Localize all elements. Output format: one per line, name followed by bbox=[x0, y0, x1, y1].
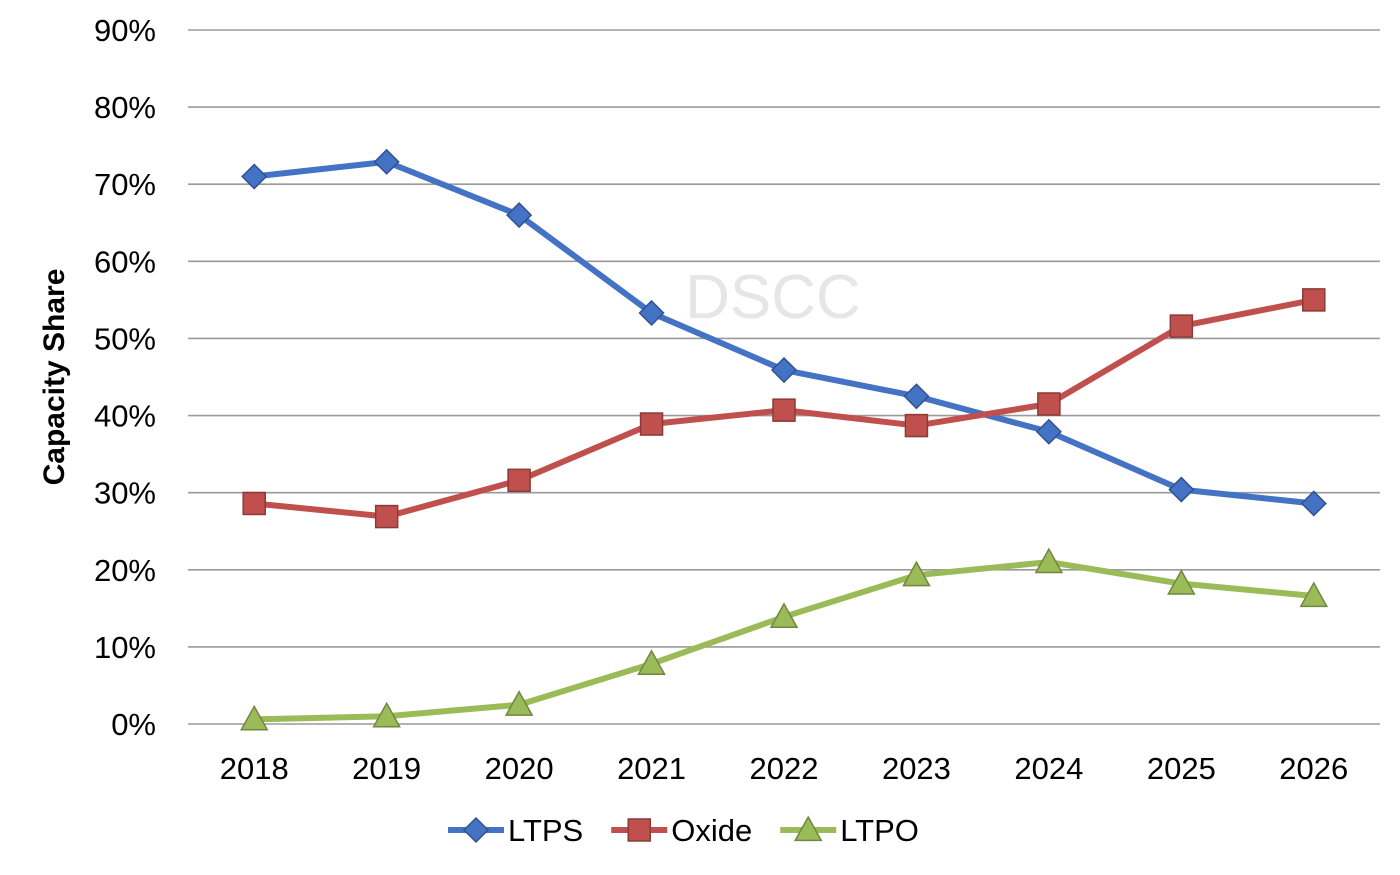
data-point-ltps bbox=[1168, 476, 1195, 503]
data-point-oxide bbox=[1169, 314, 1194, 338]
y-axis-ticks: 0% 10% 20% 30% 40% 50% 60% 70% 80% 90% bbox=[94, 13, 156, 742]
legend-label: LTPS bbox=[508, 813, 583, 848]
legend-item-ltpo: LTPO bbox=[780, 813, 919, 848]
x-axis-ticks: 2018 2019 2020 2021 2022 2023 2024 2025 2026 bbox=[220, 751, 1349, 786]
legend-marker-ltps bbox=[462, 816, 490, 844]
series-line-ltps bbox=[253, 158, 1315, 507]
data-point-oxide bbox=[1302, 288, 1326, 312]
data-point-ltps bbox=[506, 202, 533, 229]
x-tick-label: 2023 bbox=[882, 751, 951, 786]
data-point-oxide bbox=[507, 468, 531, 493]
watermark: DSCC bbox=[685, 263, 861, 332]
legend-label: LTPO bbox=[840, 813, 919, 848]
y-tick-label: 90% bbox=[94, 13, 156, 48]
data-point-ltpo bbox=[1299, 581, 1329, 608]
x-tick-label: 2026 bbox=[1279, 751, 1348, 786]
data-point-ltpo bbox=[239, 704, 269, 731]
data-point-oxide bbox=[242, 491, 266, 516]
data-point-ltps bbox=[241, 163, 268, 190]
legend-label: Oxide bbox=[671, 813, 752, 848]
data-point-oxide bbox=[639, 412, 664, 436]
legend-marker-ltpo bbox=[793, 815, 823, 842]
data-point-ltps bbox=[1035, 418, 1062, 445]
y-tick-label: 60% bbox=[94, 244, 156, 279]
x-tick-label: 2019 bbox=[352, 751, 421, 786]
data-point-ltpo bbox=[504, 690, 534, 716]
data-point-oxide bbox=[772, 398, 796, 422]
y-tick-label: 20% bbox=[94, 553, 156, 588]
data-point-ltps bbox=[903, 383, 930, 410]
series-ltpo bbox=[239, 547, 1329, 731]
data-point-ltpo bbox=[902, 560, 931, 587]
x-tick-label: 2022 bbox=[750, 751, 819, 786]
data-point-ltps bbox=[638, 299, 665, 327]
x-tick-label: 2021 bbox=[617, 751, 686, 786]
y-tick-label: 10% bbox=[94, 630, 156, 665]
data-point-oxide bbox=[1037, 392, 1061, 416]
x-tick-label: 2018 bbox=[220, 751, 289, 786]
data-point-oxide bbox=[374, 504, 399, 529]
series-ltps bbox=[241, 148, 1327, 517]
data-point-ltps bbox=[770, 356, 798, 384]
legend-item-oxide: Oxide bbox=[611, 813, 752, 848]
series-line-ltpo bbox=[254, 559, 1315, 723]
data-point-ltps bbox=[1300, 490, 1327, 517]
data-point-ltpo bbox=[372, 701, 401, 728]
legend: LTPS Oxide LTPO bbox=[448, 813, 919, 848]
data-point-ltpo bbox=[637, 649, 666, 676]
y-tick-label: 70% bbox=[94, 167, 156, 202]
x-tick-label: 2020 bbox=[485, 751, 554, 786]
data-point-oxide bbox=[904, 413, 929, 438]
data-point-ltpo bbox=[1034, 547, 1064, 574]
legend-item-ltps: LTPS bbox=[448, 813, 583, 848]
legend-marker-oxide bbox=[627, 818, 651, 842]
series-lines bbox=[239, 148, 1329, 731]
series-oxide bbox=[242, 288, 1326, 529]
data-point-ltpo bbox=[769, 602, 799, 628]
data-point-ltps bbox=[373, 148, 400, 175]
y-tick-label: 0% bbox=[111, 707, 156, 742]
data-point-ltpo bbox=[1167, 569, 1196, 595]
y-axis-label: Capacity Share bbox=[38, 269, 71, 486]
x-tick-label: 2025 bbox=[1147, 751, 1216, 786]
y-tick-label: 40% bbox=[94, 399, 156, 434]
y-tick-label: 80% bbox=[94, 90, 156, 125]
x-tick-label: 2024 bbox=[1014, 751, 1083, 786]
y-tick-label: 50% bbox=[94, 321, 156, 356]
y-tick-label: 30% bbox=[94, 476, 156, 511]
